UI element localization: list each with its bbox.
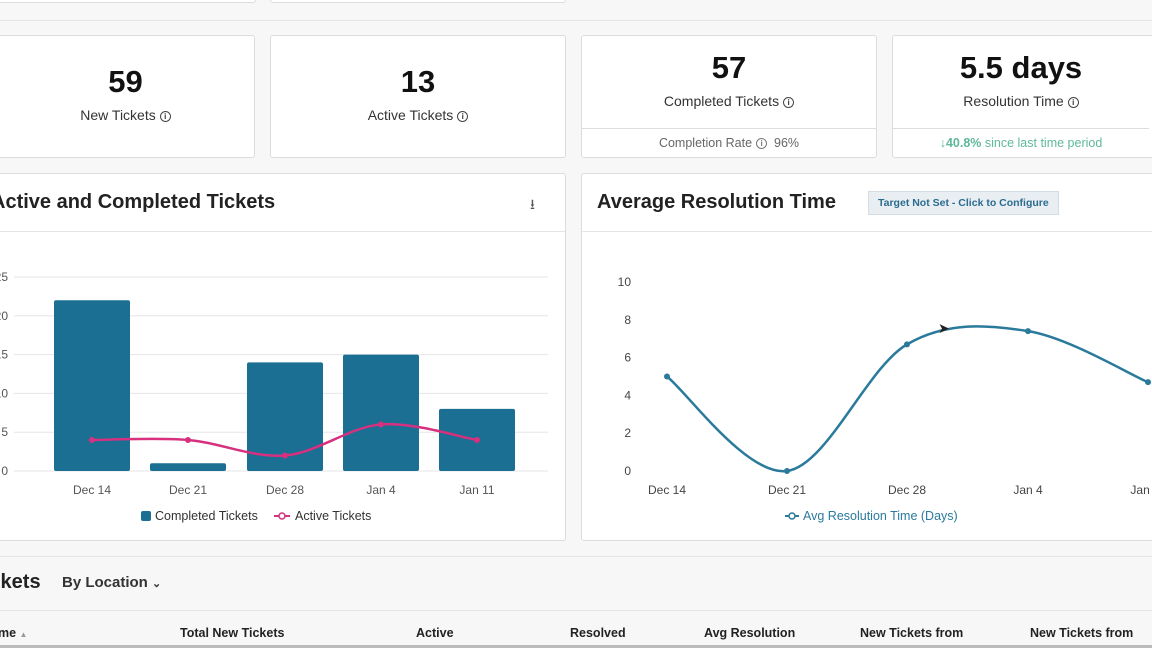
point-active-tickets: [89, 436, 95, 443]
resolution-change: ↓40.8% since last time period: [893, 128, 1149, 157]
info-icon[interactable]: i: [1067, 96, 1079, 108]
x-tick-label: Dec 14: [73, 483, 111, 497]
legend-swatch-completed: [141, 511, 151, 521]
x-tick-label: Jan 4: [1013, 483, 1043, 497]
point-avg-resolution: [1145, 379, 1151, 386]
point-avg-resolution: [1025, 328, 1031, 335]
kpi-label: Completed Tickets: [663, 93, 780, 109]
x-tick-label: Jan 4: [366, 483, 396, 497]
kpi-value: 57: [711, 50, 747, 85]
legend-label: Avg Resolution Time (Days): [803, 509, 958, 523]
avg-resolution-chart-card: Average Resolution Time Target Not Set -…: [581, 173, 1152, 541]
bar-completed-tickets: [343, 354, 419, 471]
x-tick-label: Dec 14: [648, 483, 686, 497]
y-tick-label: 5: [1, 425, 8, 439]
group-by-dropdown[interactable]: By Location ⌄: [62, 574, 162, 591]
point-active-tickets: [282, 452, 288, 459]
kpi-value: 59: [108, 64, 143, 99]
y-tick-label: 6: [624, 351, 631, 365]
point-active-tickets: [474, 436, 480, 443]
bar-completed-tickets: [54, 300, 130, 471]
completion-rate-value: 96%: [774, 136, 800, 150]
kpi-value: 5.5 days: [959, 50, 1083, 85]
info-icon[interactable]: i: [783, 96, 795, 108]
y-tick-label: 2: [624, 426, 631, 440]
section-title: Tickets: [0, 571, 41, 593]
x-tick-label: Dec 28: [266, 483, 304, 497]
info-icon[interactable]: i: [159, 110, 171, 122]
kpi-new-tickets: 59 New Tickets i: [0, 35, 255, 158]
kpi-resolution-time: 5.5 days Resolution Time i ↓40.8% since l…: [892, 35, 1152, 158]
chart-title: Active and Completed Tickets: [0, 191, 276, 213]
info-icon[interactable]: i: [756, 138, 768, 150]
table-header-border: [0, 645, 1152, 648]
chevron-down-icon: ⌄: [152, 578, 162, 590]
mouse-cursor-icon: ➤: [938, 320, 950, 336]
x-tick-label: Dec 21: [768, 483, 806, 497]
divider: [582, 231, 1152, 232]
active-completed-chart: 0 5 10 15 20 25 Dec 14 Dec 21 Dec 28 Jan 4 Jan 11 C…: [0, 270, 548, 523]
divider: [0, 556, 1152, 557]
bar-completed-tickets: [150, 463, 226, 471]
info-icon[interactable]: i: [457, 110, 469, 122]
legend-marker: [788, 512, 796, 520]
col-name[interactable]: Name ▲: [0, 626, 28, 640]
chart-title: Average Resolution Time: [597, 191, 836, 213]
y-tick-label: 4: [624, 388, 631, 402]
x-tick-label: Jan 11: [1130, 483, 1152, 497]
point-avg-resolution: [904, 341, 910, 348]
completion-rate: Completion Rate i 96%: [582, 128, 876, 157]
avg-resolution-chart: 0 2 4 6 8 10 Dec 14 Dec 21 Dec 28 Jan 4 Jan 11 Avg …: [618, 275, 1152, 523]
x-tick-label: Dec 21: [169, 483, 207, 497]
sort-asc-icon: ▲: [19, 630, 28, 639]
col-new-from-1[interactable]: New Tickets from: [860, 626, 964, 640]
filter-input-2[interactable]: [270, 0, 566, 3]
x-tick-label: Jan 11: [459, 483, 494, 497]
legend-label-active: Active Tickets: [295, 509, 371, 523]
bar-completed-tickets: [247, 362, 323, 471]
legend-marker-active: [278, 512, 286, 520]
completion-rate-label: Completion Rate: [658, 136, 753, 150]
y-tick-label: 25: [0, 270, 8, 284]
y-tick-label: 0: [1, 464, 8, 478]
kpi-label: New Tickets: [80, 107, 156, 123]
kpi-label: Active Tickets: [367, 107, 454, 123]
y-tick-label: 10: [0, 386, 8, 400]
filter-input-1[interactable]: [0, 0, 256, 3]
col-total-new[interactable]: Total New Tickets: [180, 626, 285, 640]
kpi-value: 13: [400, 64, 436, 99]
target-config-button[interactable]: Target Not Set - Click to Configure: [868, 191, 1059, 215]
y-tick-label: 20: [0, 309, 8, 323]
legend-label-completed: Completed Tickets: [155, 509, 258, 523]
kpi-completed-tickets: 57 Completed Tickets i Completion Rate i 9…: [581, 35, 877, 158]
x-tick-label: Dec 28: [888, 483, 926, 497]
kpi-active-tickets: 13 Active Tickets i: [270, 35, 566, 158]
point-avg-resolution: [664, 373, 670, 380]
divider: [0, 20, 1152, 21]
col-new-from-2[interactable]: New Tickets from: [1030, 626, 1134, 640]
y-tick-label: 10: [618, 275, 632, 289]
divider: [0, 610, 1152, 611]
y-tick-label: 0: [624, 464, 631, 478]
line-avg-resolution: [666, 325, 1149, 473]
divider: [0, 231, 565, 232]
col-avg-resolution[interactable]: Avg Resolution: [704, 626, 796, 640]
kpi-label: Resolution Time: [963, 93, 1064, 109]
point-active-tickets: [185, 436, 191, 443]
arrow-down-icon: ↓: [939, 136, 946, 150]
col-active[interactable]: Active: [416, 626, 454, 640]
point-active-tickets: [378, 421, 384, 428]
point-avg-resolution: [784, 468, 790, 474]
y-tick-label: 15: [0, 348, 8, 362]
download-icon[interactable]: ⭳: [530, 196, 535, 212]
col-resolved[interactable]: Resolved: [570, 626, 626, 640]
y-tick-label: 8: [624, 313, 631, 327]
